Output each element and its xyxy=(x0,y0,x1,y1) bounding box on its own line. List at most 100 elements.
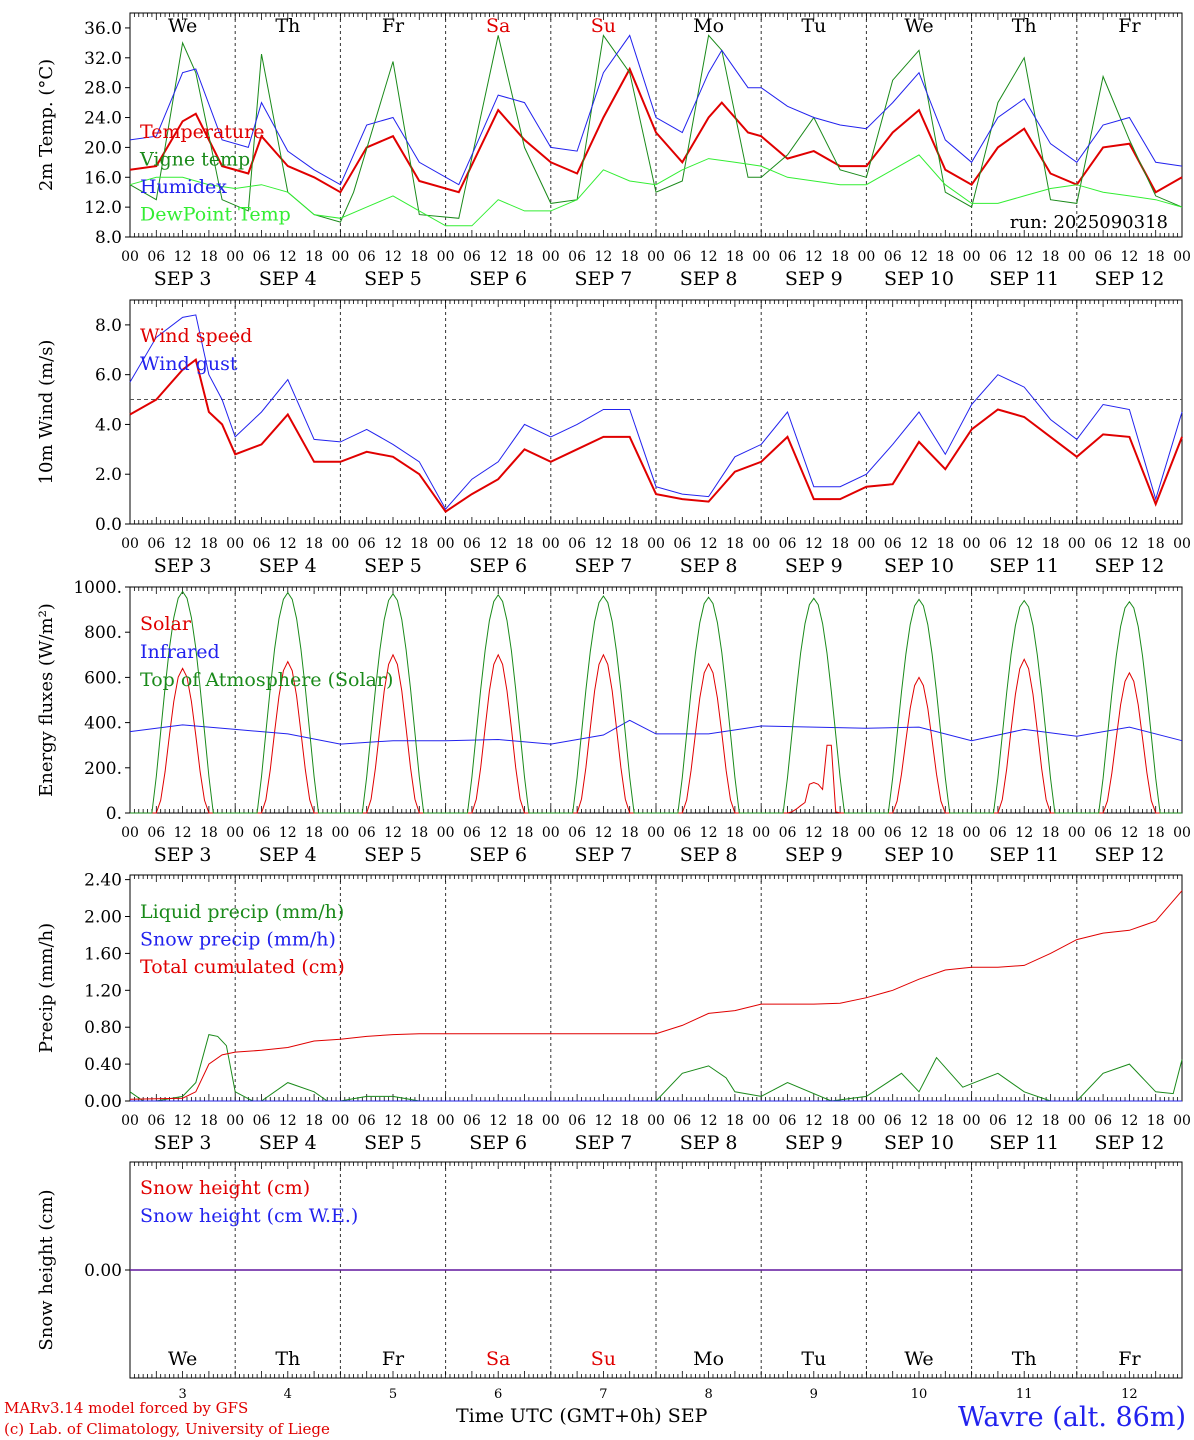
hour-tick-label: 12 xyxy=(594,536,612,552)
hour-tick-label: 18 xyxy=(305,536,323,552)
hour-tick-label: 06 xyxy=(253,249,271,265)
hour-tick-label: 06 xyxy=(779,1113,797,1129)
hour-tick-label: 00 xyxy=(963,536,981,552)
y-tick-label: 0.0 xyxy=(95,515,122,535)
date-label: SEP 9 xyxy=(785,268,843,290)
legend-entry: Snow height (cm W.E.) xyxy=(140,1205,358,1227)
date-label: SEP 9 xyxy=(785,555,843,577)
hour-tick-label: 12 xyxy=(700,1113,718,1129)
hour-tick-label: 06 xyxy=(568,536,586,552)
hour-tick-label: 00 xyxy=(752,249,770,265)
hour-tick-label: 06 xyxy=(884,1113,902,1129)
day-number-label: 12 xyxy=(1121,1387,1138,1402)
hour-tick-label: 12 xyxy=(594,249,612,265)
date-label: SEP 4 xyxy=(259,1132,317,1154)
date-label: SEP 7 xyxy=(574,844,632,866)
series-line-wind-gust xyxy=(129,314,1183,510)
day-name-label: Fr xyxy=(1118,15,1141,37)
hour-tick-label: 06 xyxy=(568,249,586,265)
y-tick-label: 600. xyxy=(84,668,122,688)
hour-tick-label: 12 xyxy=(805,536,823,552)
series-line-dewpoint-temp xyxy=(129,154,1183,227)
hour-tick-label: 00 xyxy=(647,1113,665,1129)
legend-entry: Solar xyxy=(140,613,192,635)
hour-tick-label: 18 xyxy=(1042,249,1060,265)
hour-tick-label: 18 xyxy=(200,825,218,841)
date-label: SEP 3 xyxy=(154,555,212,577)
hour-tick-label: 00 xyxy=(647,249,665,265)
hour-tick-label: 18 xyxy=(831,249,849,265)
hour-tick-label: 06 xyxy=(673,1113,691,1129)
legend-entry: Liquid precip (mm/h) xyxy=(140,901,344,923)
hour-tick-label: 00 xyxy=(331,1113,349,1129)
series-line-top-of-atmosphere-solar- xyxy=(130,590,1182,814)
legend-entry: Total cumulated (cm) xyxy=(140,956,345,978)
hour-tick-label: 18 xyxy=(516,249,534,265)
hour-tick-label: 00 xyxy=(542,536,560,552)
panel-2 xyxy=(125,299,1183,525)
date-label: SEP 3 xyxy=(154,844,212,866)
hour-tick-label: 06 xyxy=(463,1113,481,1129)
day-name-label: Fr xyxy=(1118,1348,1141,1370)
day-name-label: Th xyxy=(275,15,300,37)
day-name-label: Fr xyxy=(382,15,405,37)
day-number-label: 7 xyxy=(599,1387,607,1402)
day-name-label: We xyxy=(168,1348,197,1370)
hour-tick-label: 12 xyxy=(1120,825,1138,841)
y-tick-label: 800. xyxy=(84,623,122,643)
day-name-label: Sa xyxy=(486,15,510,37)
hour-tick-label: 06 xyxy=(1094,825,1112,841)
hour-tick-label: 06 xyxy=(147,1113,165,1129)
date-label: SEP 8 xyxy=(680,555,738,577)
hour-tick-label: 00 xyxy=(963,1113,981,1129)
hour-tick-label: 06 xyxy=(673,249,691,265)
y-tick-label: 400. xyxy=(84,714,122,734)
hour-tick-label: 18 xyxy=(305,1113,323,1129)
hour-tick-label: 18 xyxy=(831,825,849,841)
hour-tick-label: 00 xyxy=(752,825,770,841)
day-name-label: Tu xyxy=(801,1348,826,1370)
hour-tick-label: 18 xyxy=(200,1113,218,1129)
hour-tick-label: 06 xyxy=(1094,249,1112,265)
hour-tick-label: 06 xyxy=(147,536,165,552)
date-label: SEP 8 xyxy=(680,1132,738,1154)
y-axis-label: 10m Wind (m/s) xyxy=(36,340,57,485)
y-tick-label: 1.60 xyxy=(84,944,122,964)
hour-tick-label: 06 xyxy=(568,825,586,841)
date-label: SEP 7 xyxy=(574,555,632,577)
date-label: SEP 5 xyxy=(364,268,422,290)
hour-tick-label: 06 xyxy=(673,825,691,841)
hour-tick-label: 00 xyxy=(437,536,455,552)
hour-tick-label: 18 xyxy=(516,825,534,841)
hour-tick-label: 12 xyxy=(1015,249,1033,265)
hour-tick-label: 12 xyxy=(174,249,192,265)
day-name-label: We xyxy=(904,1348,933,1370)
date-label: SEP 4 xyxy=(259,268,317,290)
hour-tick-label: 00 xyxy=(857,536,875,552)
panel-4 xyxy=(125,874,1183,1102)
hour-tick-label: 06 xyxy=(253,825,271,841)
date-label: SEP 6 xyxy=(469,1132,527,1154)
hour-tick-label: 06 xyxy=(884,536,902,552)
hour-tick-label: 18 xyxy=(305,825,323,841)
hour-tick-label: 18 xyxy=(305,249,323,265)
hour-tick-label: 00 xyxy=(857,1113,875,1129)
hour-tick-label: 00 xyxy=(752,536,770,552)
hour-tick-label: 12 xyxy=(384,1113,402,1129)
hour-tick-label: 12 xyxy=(910,1113,928,1129)
day-number-label: 10 xyxy=(911,1387,928,1402)
hour-tick-label: 12 xyxy=(489,1113,507,1129)
hour-tick-label: 00 xyxy=(647,825,665,841)
run-annotation: run: 2025090318 xyxy=(1010,212,1168,233)
legend-entry: Snow precip (mm/h) xyxy=(140,929,336,951)
station-name: Wavre (alt. 86m) xyxy=(958,1402,1186,1433)
hour-tick-label: 12 xyxy=(805,249,823,265)
panel-frame xyxy=(129,299,1183,525)
date-label: SEP 11 xyxy=(989,555,1059,577)
hour-tick-label: 00 xyxy=(542,825,560,841)
y-tick-label: 12.0 xyxy=(84,198,122,218)
hour-tick-label: 00 xyxy=(437,249,455,265)
hour-tick-label: 06 xyxy=(779,249,797,265)
hour-tick-label: 18 xyxy=(1147,1113,1165,1129)
legend-entry: Vigne temp xyxy=(139,149,250,171)
